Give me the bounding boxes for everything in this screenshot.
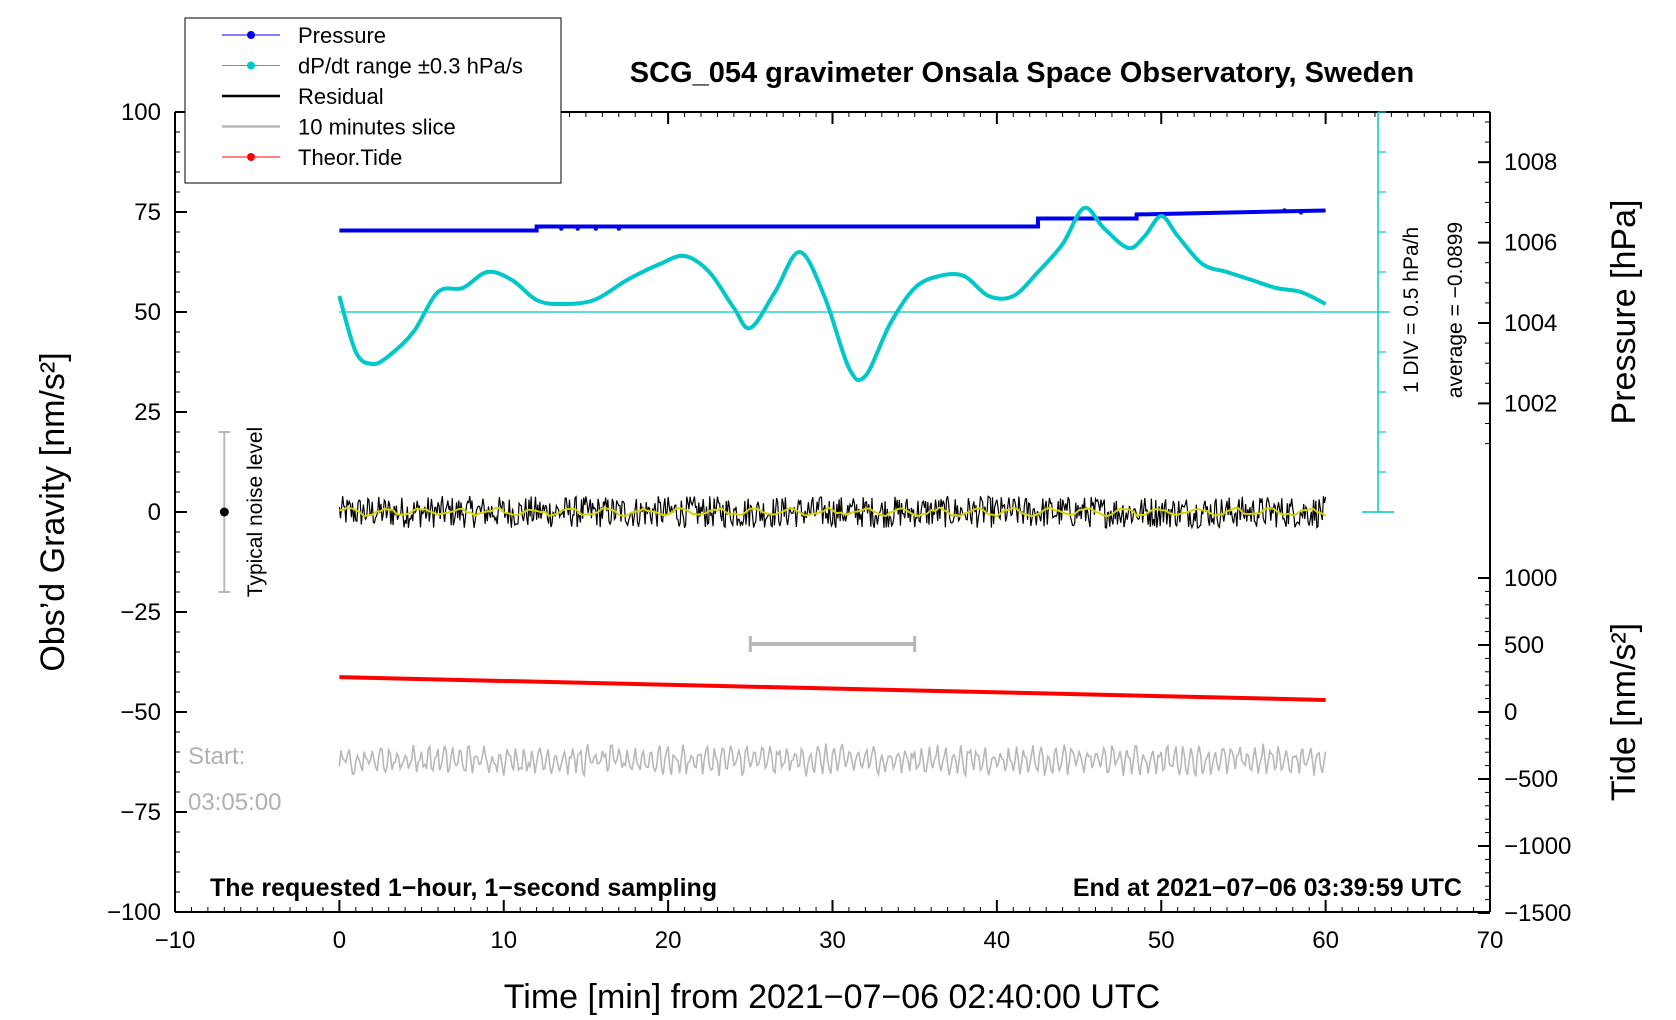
tide-tick-label: −1500 — [1504, 900, 1571, 927]
noise-level-label: Typical noise level — [244, 427, 267, 597]
start-time: 03:05:00 — [188, 789, 281, 816]
x-tick-label: 50 — [1148, 927, 1175, 954]
legend: Pressure dP/dt range ±0.3 hPa/s Residual 10… — [184, 17, 562, 184]
data-layer — [218, 111, 1394, 779]
legend-label: dP/dt range ±0.3 hPa/s — [298, 54, 523, 79]
legend-marker — [247, 31, 255, 39]
series-residual-smooth — [339, 506, 1327, 518]
noise-level-point — [219, 507, 229, 517]
pressure-point — [539, 224, 544, 229]
legend-label: Residual — [298, 84, 384, 109]
x-tick-label: 70 — [1477, 927, 1504, 954]
x-tick-label: 0 — [333, 927, 346, 954]
y-tick-label: 100 — [121, 99, 161, 126]
pressure-tick-label: 1002 — [1504, 390, 1557, 417]
legend-label: 10 minutes slice — [298, 115, 456, 140]
tide-tick-label: −500 — [1504, 766, 1558, 793]
x-tick-label: 20 — [655, 927, 682, 954]
x-axis-title: Time [min] from 2021−07−06 02:40:00 UTC — [504, 978, 1160, 1016]
footer-right-note: End at 2021−07−06 03:39:59 UTC — [1073, 874, 1462, 902]
y-tick-label: −100 — [107, 899, 161, 926]
average-annotation: average = −0.0899 — [1444, 222, 1467, 398]
series-tide-line — [339, 675, 1326, 702]
y-tick-label: 50 — [134, 299, 161, 326]
series-slice-line — [338, 743, 1327, 779]
legend-label: Theor.Tide — [298, 145, 402, 170]
y-tick-label: 0 — [148, 499, 161, 526]
y-tick-label: 75 — [134, 199, 161, 226]
tide-tick-label: 0 — [1504, 699, 1517, 726]
series-pressure-line — [339, 208, 1326, 233]
pressure-point — [575, 226, 580, 231]
pressure-tick-label: 1008 — [1504, 149, 1557, 176]
tide-tick-label: −1000 — [1504, 833, 1571, 860]
pressure-point — [1035, 222, 1041, 227]
y-tick-label: −75 — [120, 799, 161, 826]
legend-marker — [247, 153, 255, 161]
x-tick-label: 40 — [984, 927, 1011, 954]
y-tick-label: −50 — [120, 699, 161, 726]
tide-tick-label: 500 — [1504, 632, 1544, 659]
y-axis-title-pressure: Pressure [hPa] — [1605, 200, 1643, 425]
x-tick-label: 30 — [819, 927, 846, 954]
chart-title: SCG_054 gravimeter Onsala Space Observat… — [630, 57, 1414, 89]
y-axis-title-tide: Tide [nm/s²] — [1605, 623, 1643, 801]
pressure-point — [593, 226, 598, 231]
pressure-tick-label: 1006 — [1504, 230, 1557, 257]
axis-ticks: −10 0 10 20 30 40 50 60 701007550250−25−50−75−10… — [107, 99, 1571, 954]
legend-marker — [247, 61, 255, 70]
legend-label: Pressure — [298, 23, 386, 48]
pressure-point — [559, 226, 564, 231]
y-tick-label: 25 — [134, 399, 161, 426]
x-tick-label: 60 — [1312, 927, 1339, 954]
footer-left-note: The requested 1−hour, 1−second sampling — [210, 874, 717, 902]
pressure-point — [1282, 208, 1287, 213]
tide-tick-label: 1000 — [1504, 565, 1557, 592]
pressure-point — [616, 226, 622, 231]
scale-annotation: 1 DIV = 0.5 hPa/h — [1400, 227, 1423, 393]
y-tick-label: −25 — [120, 599, 161, 626]
x-tick-label: 10 — [490, 927, 517, 954]
x-tick-label: −10 — [155, 927, 196, 954]
start-label: Start: — [188, 743, 245, 770]
y-axis-title-left: Obs’d Gravity [nm/s²] — [34, 352, 72, 671]
legend-items: Pressure dP/dt range ±0.3 hPa/s Residual 10… — [222, 23, 523, 170]
series-dpdt-line — [337, 205, 1327, 383]
pressure-point — [1298, 210, 1304, 215]
pressure-tick-label: 1004 — [1504, 310, 1557, 337]
